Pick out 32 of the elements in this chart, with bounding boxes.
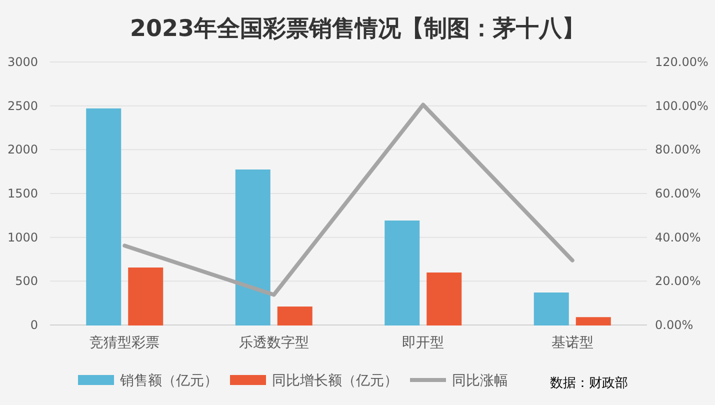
y-tick-label: 2000	[7, 142, 38, 157]
bar	[128, 268, 164, 326]
bar	[384, 220, 420, 326]
legend-label: 同比增长额（亿元）	[272, 373, 398, 389]
line-series	[122, 102, 574, 297]
y-tick-label: 1500	[7, 186, 38, 200]
x-tick-label: 即开型	[402, 335, 444, 351]
bar	[86, 108, 122, 326]
x-tick-label: 竞猜型彩票	[90, 335, 160, 351]
x-tick-label: 乐透数字型	[238, 335, 309, 351]
bar	[426, 272, 462, 326]
chart-title: 2023年全国彩票销售情况【制图：茅十八】	[130, 16, 586, 42]
y2-tick-label: 100.00%	[655, 98, 708, 113]
y-tick-label: 3000	[7, 55, 38, 69]
bar	[277, 306, 312, 326]
y-tick-label: 0	[30, 318, 38, 332]
text: 数据：财政部	[550, 376, 628, 391]
bar	[235, 170, 270, 326]
y2-tick-label: 120.00%	[655, 55, 708, 69]
y-tick-label: 1000	[7, 230, 38, 244]
y-tick-label: 2500	[7, 98, 38, 113]
x-tick-label: 基诺型	[551, 335, 594, 351]
y-tick-label: 500	[15, 274, 38, 288]
y2-tick-label: 20.00%	[655, 274, 701, 288]
legend-label: 同比涨幅	[452, 373, 508, 389]
bar	[576, 317, 611, 326]
y2-tick-label: 60.00%	[655, 186, 701, 200]
y2-tick-label: 40.00%	[655, 230, 701, 244]
legend-label: 销售额（亿元）	[119, 373, 218, 389]
y2-tick-label: 0.00%	[655, 318, 694, 332]
bar	[534, 292, 569, 326]
y2-tick-label: 80.00%	[655, 142, 701, 157]
